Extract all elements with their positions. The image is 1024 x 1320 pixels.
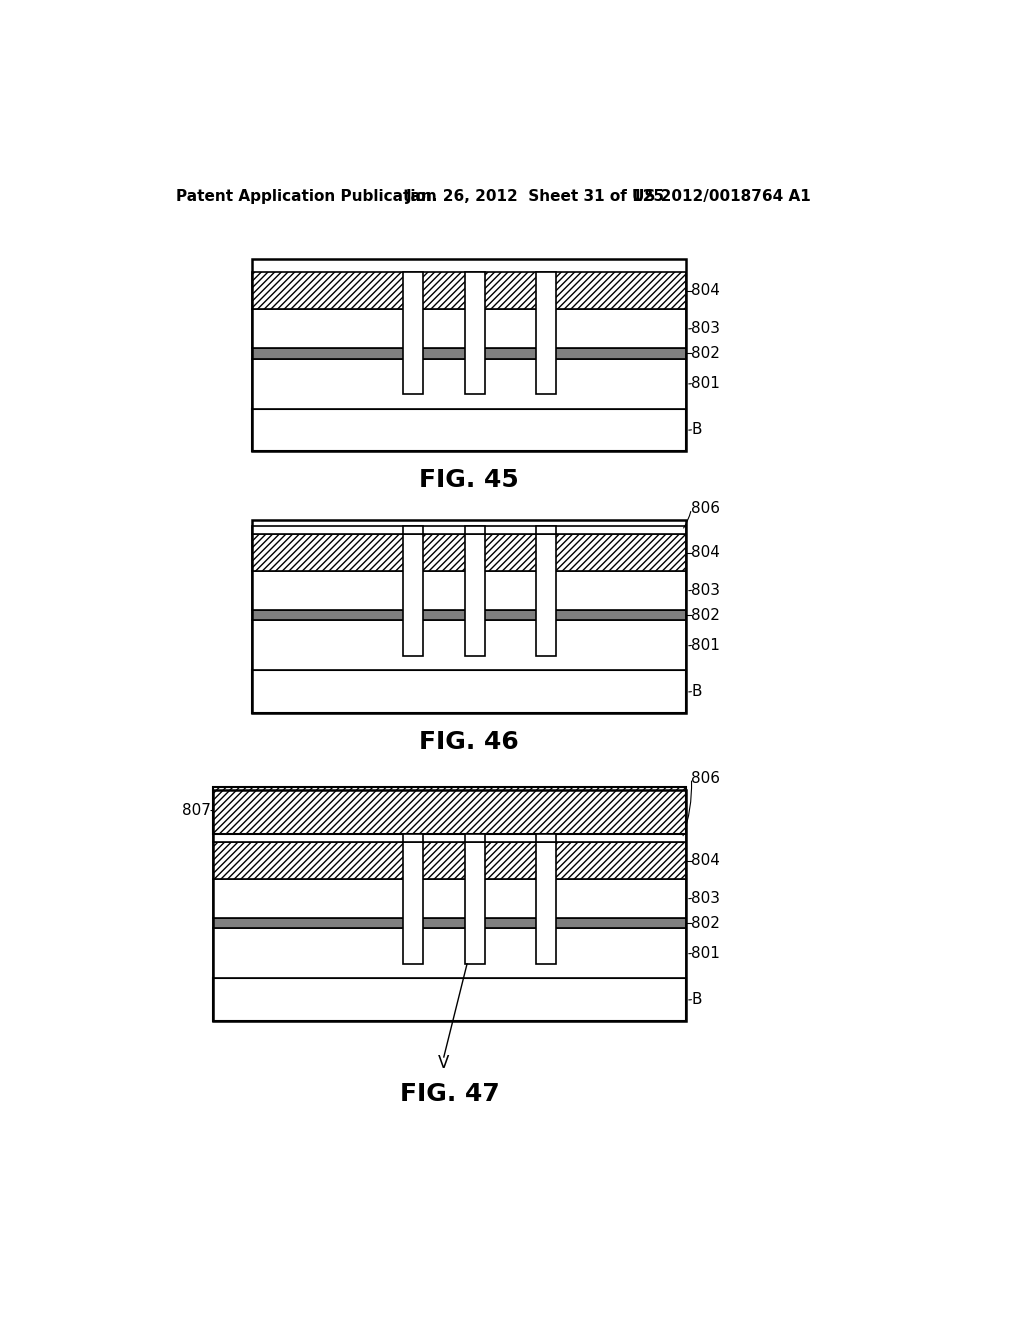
Text: 801: 801 xyxy=(691,376,720,391)
Text: FIG. 45: FIG. 45 xyxy=(419,469,519,492)
Text: 803: 803 xyxy=(691,321,721,337)
Text: 802: 802 xyxy=(691,916,720,931)
Bar xyxy=(252,671,686,713)
Bar xyxy=(465,527,484,535)
Bar xyxy=(213,842,686,879)
Bar xyxy=(252,409,686,451)
Text: B: B xyxy=(691,422,701,437)
Text: 802: 802 xyxy=(691,346,720,360)
Text: FIG. 47: FIG. 47 xyxy=(399,1082,500,1106)
Bar xyxy=(403,527,423,535)
Text: 804: 804 xyxy=(691,284,720,298)
Bar xyxy=(252,620,686,671)
Text: US 2012/0018764 A1: US 2012/0018764 A1 xyxy=(632,189,811,205)
Text: FIG. 46: FIG. 46 xyxy=(419,730,519,754)
Bar xyxy=(213,917,686,928)
Bar xyxy=(537,834,556,842)
Bar xyxy=(213,978,686,1020)
Bar xyxy=(537,527,556,535)
Bar xyxy=(252,535,686,572)
Bar xyxy=(465,535,484,656)
Bar xyxy=(252,610,686,620)
Text: 807: 807 xyxy=(182,803,211,818)
Bar xyxy=(465,834,484,842)
Bar xyxy=(252,272,686,309)
Text: 804: 804 xyxy=(691,545,720,560)
Bar xyxy=(252,259,686,451)
Bar xyxy=(403,842,423,964)
Text: 801: 801 xyxy=(691,946,720,961)
Bar xyxy=(252,527,686,535)
Text: Patent Application Publication: Patent Application Publication xyxy=(176,189,437,205)
Text: V: V xyxy=(438,1055,450,1072)
Bar xyxy=(252,309,686,348)
Bar xyxy=(403,834,423,842)
Text: B: B xyxy=(691,993,701,1007)
Bar xyxy=(213,879,686,917)
Text: B: B xyxy=(691,684,701,700)
Text: 803: 803 xyxy=(691,583,721,598)
Text: 806: 806 xyxy=(691,771,721,785)
Bar xyxy=(537,842,556,964)
Bar xyxy=(213,787,686,834)
Text: 804: 804 xyxy=(691,853,720,869)
Bar xyxy=(465,842,484,964)
Bar xyxy=(252,359,686,409)
Text: Jan. 26, 2012  Sheet 31 of 125: Jan. 26, 2012 Sheet 31 of 125 xyxy=(406,189,665,205)
Bar xyxy=(537,535,556,656)
Bar xyxy=(213,789,686,1020)
Bar xyxy=(403,535,423,656)
Bar xyxy=(213,834,686,842)
Bar xyxy=(403,272,423,395)
Text: 806: 806 xyxy=(691,502,721,516)
Bar xyxy=(537,272,556,395)
Bar xyxy=(252,520,686,713)
Text: 801: 801 xyxy=(691,638,720,653)
Text: 803: 803 xyxy=(691,891,721,906)
Bar xyxy=(252,572,686,610)
Bar xyxy=(465,272,484,395)
Bar xyxy=(213,928,686,978)
Text: 802: 802 xyxy=(691,607,720,623)
Bar xyxy=(252,348,686,359)
